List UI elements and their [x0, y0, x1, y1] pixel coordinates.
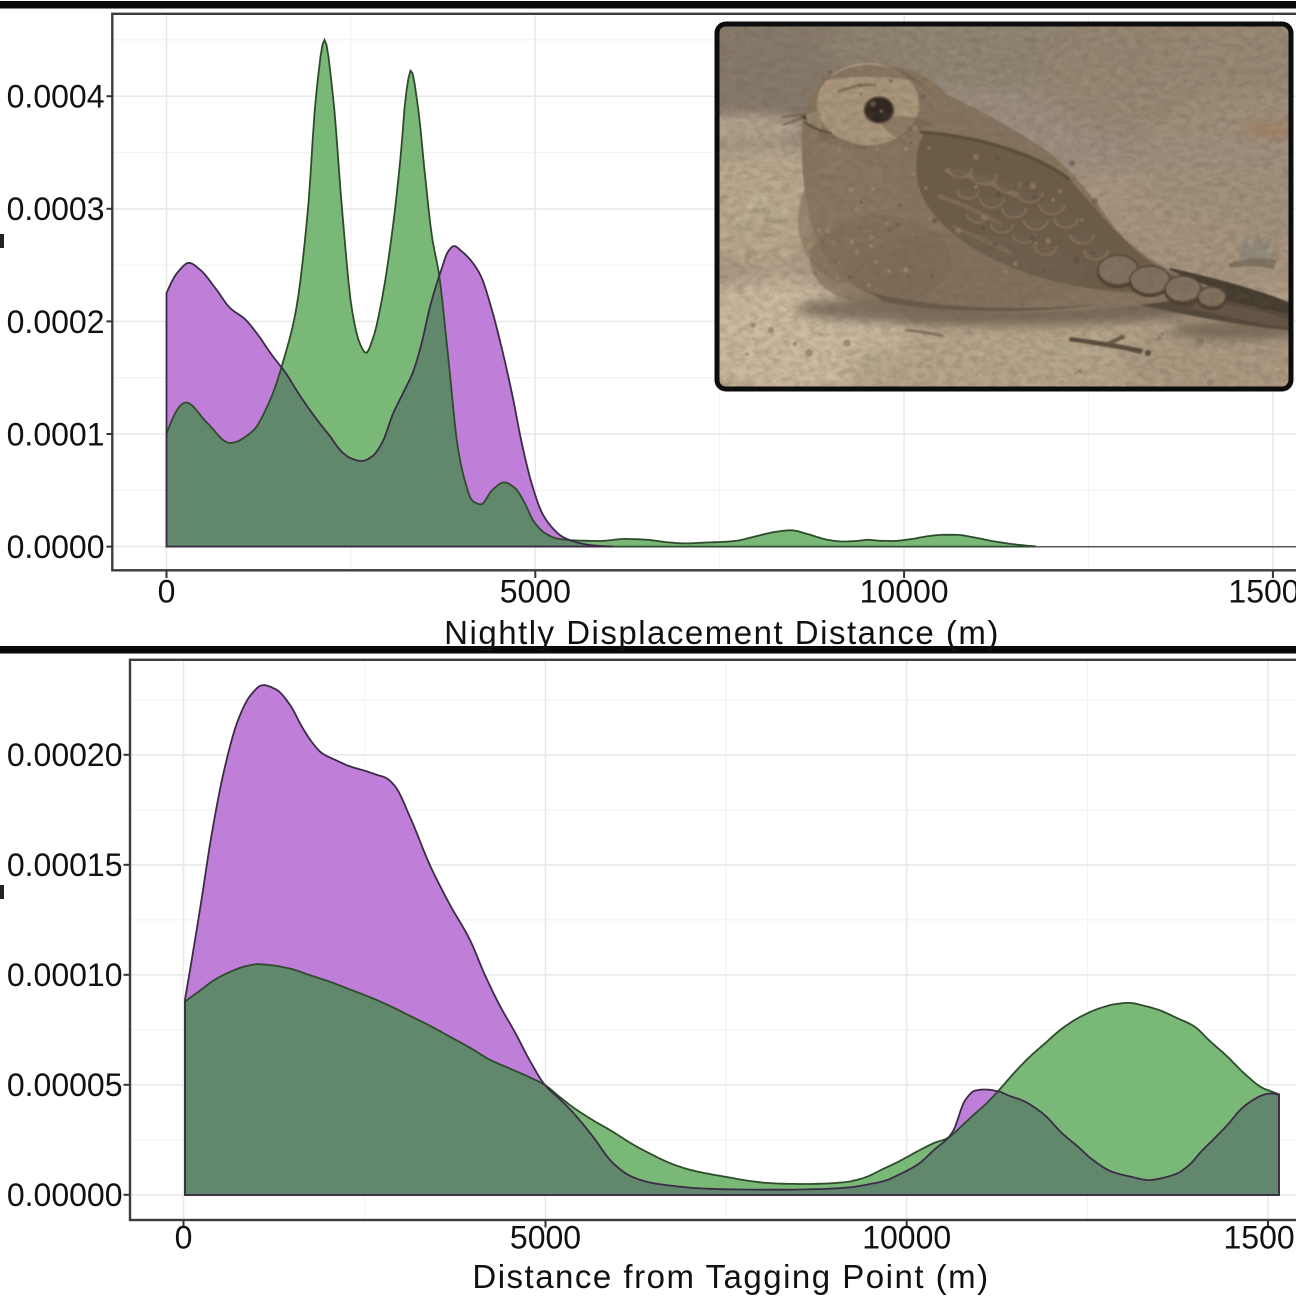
svg-text:Nightly Displacement Distance: Nightly Displacement Distance (m): [444, 614, 1000, 651]
svg-text:0.00020: 0.00020: [7, 737, 123, 773]
svg-text:5000: 5000: [500, 574, 571, 610]
svg-text:0: 0: [175, 1220, 193, 1256]
svg-text:15000: 15000: [1228, 574, 1296, 610]
svg-text:0.0001: 0.0001: [7, 416, 105, 452]
svg-text:5000: 5000: [510, 1220, 581, 1256]
svg-text:0.0004: 0.0004: [7, 79, 105, 115]
svg-text:0.00005: 0.00005: [7, 1067, 123, 1103]
svg-text:10000: 10000: [860, 574, 949, 610]
svg-text:0: 0: [158, 574, 176, 610]
svg-text:0.0002: 0.0002: [7, 304, 105, 340]
svg-text:0.00000: 0.00000: [7, 1177, 123, 1213]
svg-text:Distance from Tagging Point (m: Distance from Tagging Point (m): [472, 1258, 989, 1295]
svg-text:10000: 10000: [862, 1220, 951, 1256]
svg-text:0.0003: 0.0003: [7, 191, 105, 227]
svg-text:0.00010: 0.00010: [7, 957, 123, 993]
svg-text:0.00015: 0.00015: [7, 847, 123, 883]
svg-text:15000: 15000: [1224, 1220, 1296, 1256]
svg-text:0.0000: 0.0000: [7, 529, 105, 565]
